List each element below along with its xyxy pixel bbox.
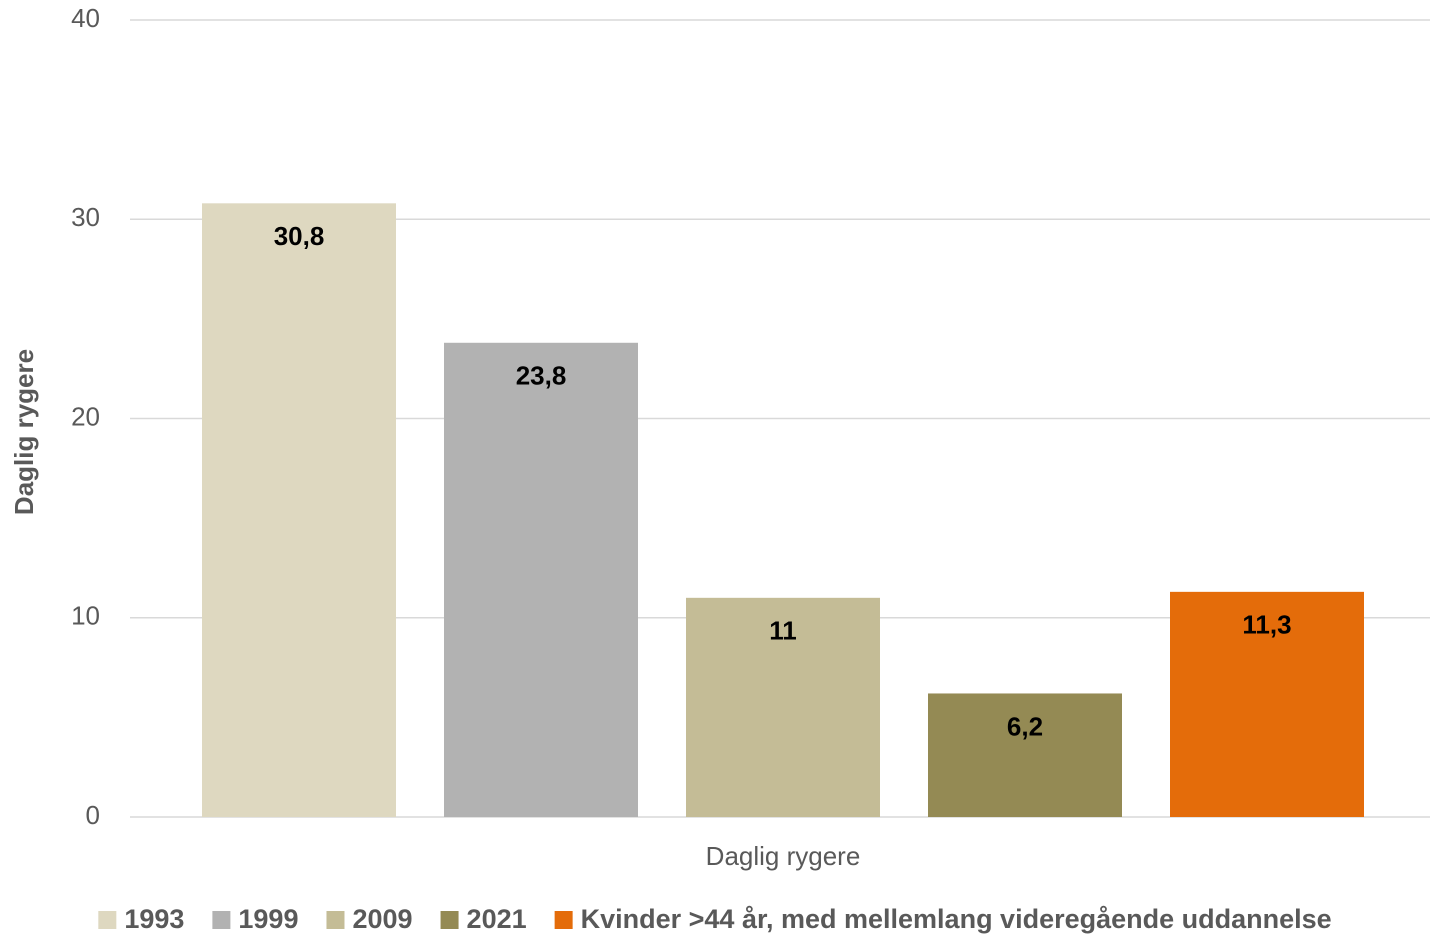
y-axis-title: Daglig rygere [9,349,39,515]
legend-label: 2009 [352,904,412,934]
data-label: 23,8 [516,361,567,391]
legend-swatch [98,911,117,929]
data-label: 11,3 [1242,610,1291,640]
y-tick-label: 20 [71,401,100,431]
y-tick-label: 30 [71,202,100,232]
bar [444,342,638,817]
bar [928,693,1122,817]
bar [686,597,880,817]
legend-label: 2021 [467,904,527,934]
data-label: 6,2 [1007,711,1043,741]
legend-swatch [326,911,345,929]
bar [202,203,396,817]
legend-label: 1999 [238,904,298,934]
y-tick-label: 10 [71,601,100,631]
legend-label: 1993 [124,904,184,934]
x-tick-label: Daglig rygere [706,841,861,871]
data-label: 30,8 [274,221,325,251]
data-label: 11 [769,616,797,646]
legend-swatch [212,911,231,929]
y-tick-label: 40 [71,3,100,33]
legend-swatch [440,911,459,929]
legend-swatch [554,911,573,929]
y-tick-label: 0 [86,800,100,830]
bar [1170,591,1364,817]
legend-label: Kvinder >44 år, med mellemlang videregåe… [581,904,1332,934]
